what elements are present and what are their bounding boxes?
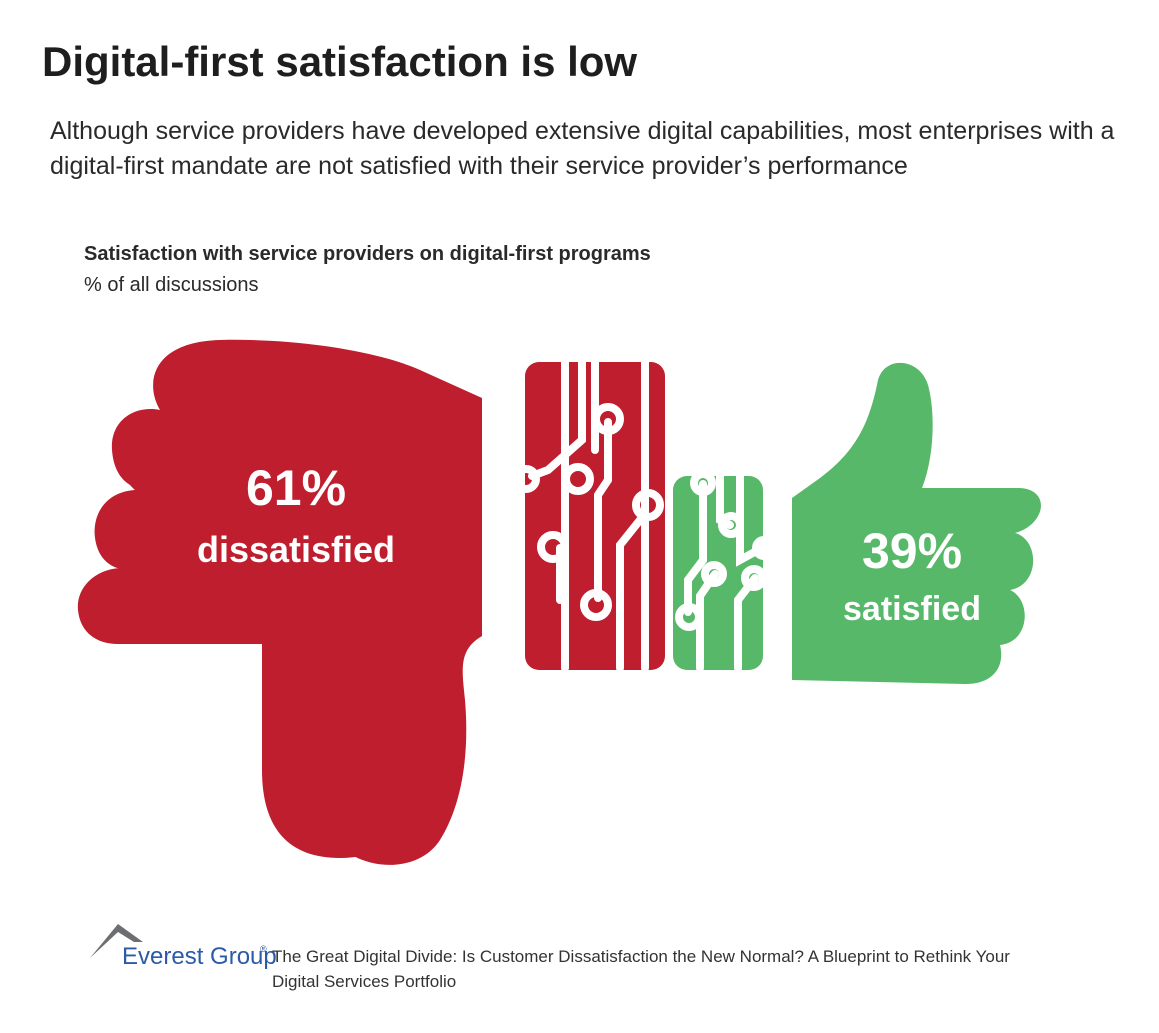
circuit-nodes [512, 403, 776, 631]
circuit-icon [512, 358, 776, 672]
dissatisfied-value-label: 61% [246, 460, 346, 516]
satisfied-category-label: satisfied [843, 590, 981, 628]
page-subtitle: Although service providers have develope… [50, 117, 1115, 180]
chart-subtitle: % of all discussions [84, 274, 259, 296]
thumbs-up-shape [792, 362, 1041, 684]
everest-mountain-icon [90, 924, 143, 958]
thumbs-down-finger-1 [111, 409, 300, 490]
logo-registered-mark: ® [260, 944, 267, 954]
thumbs-down-finger-2 [94, 490, 300, 570]
source-citation: The Great Digital Divide: Is Customer Di… [272, 947, 1010, 991]
thumbs-down-finger-3 [77, 568, 300, 644]
satisfaction-graphic: 61% dissatisfied [77, 339, 1041, 865]
thumbs-down-icon: 61% dissatisfied [77, 339, 483, 865]
dissatisfied-category-label: dissatisfied [197, 529, 395, 570]
satisfied-value-label: 39% [862, 523, 962, 579]
logo-text: Everest Group [122, 943, 277, 970]
everest-group-logo: Everest Group ® [90, 924, 277, 970]
thumbs-down-thumb [262, 636, 482, 858]
chart-title: Satisfaction with service providers on d… [84, 243, 651, 265]
page-title: Digital-first satisfaction is low [42, 38, 638, 85]
thumbs-up-icon: 39% satisfied [792, 362, 1041, 684]
